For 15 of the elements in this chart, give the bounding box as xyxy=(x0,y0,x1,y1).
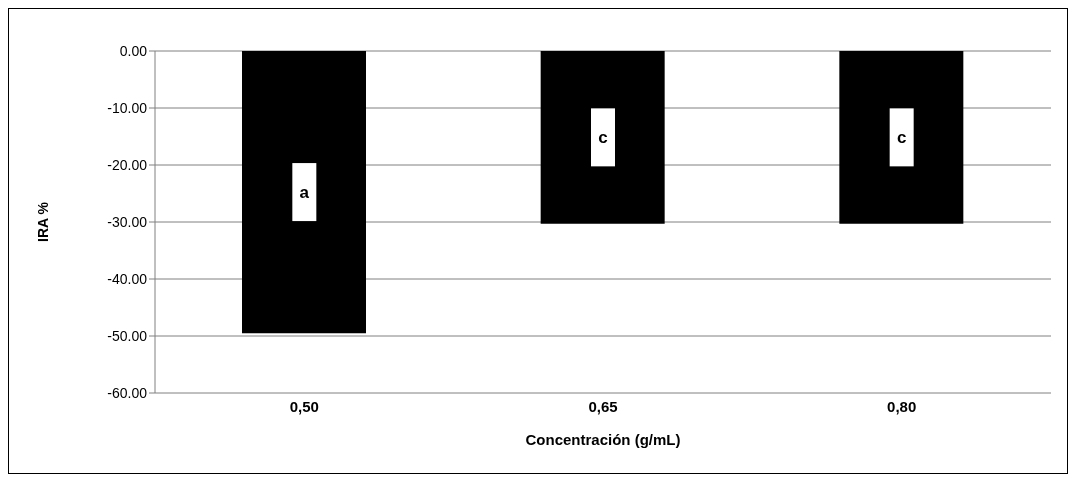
y-axis-title: IRA % xyxy=(34,201,51,242)
annotation: c xyxy=(598,127,608,147)
y-tick-label: -40.00 xyxy=(107,270,148,287)
x-tick-label: 0,80 xyxy=(887,397,917,415)
y-tick-label: -10.00 xyxy=(107,99,148,116)
annotation: a xyxy=(299,182,310,202)
y-tick-label: -20.00 xyxy=(107,156,148,173)
y-tick-label: -60.00 xyxy=(107,384,148,401)
x-tick-label: 0,65 xyxy=(588,397,618,415)
annotation: c xyxy=(896,127,907,147)
y-tick-label: -30.00 xyxy=(107,213,148,230)
x-tick-label: 0,50 xyxy=(289,397,319,415)
x-axis-title: Concentración (g/mL) xyxy=(525,431,681,448)
y-tick-label: -50.00 xyxy=(107,327,148,344)
y-tick-label: 0.00 xyxy=(119,42,148,59)
